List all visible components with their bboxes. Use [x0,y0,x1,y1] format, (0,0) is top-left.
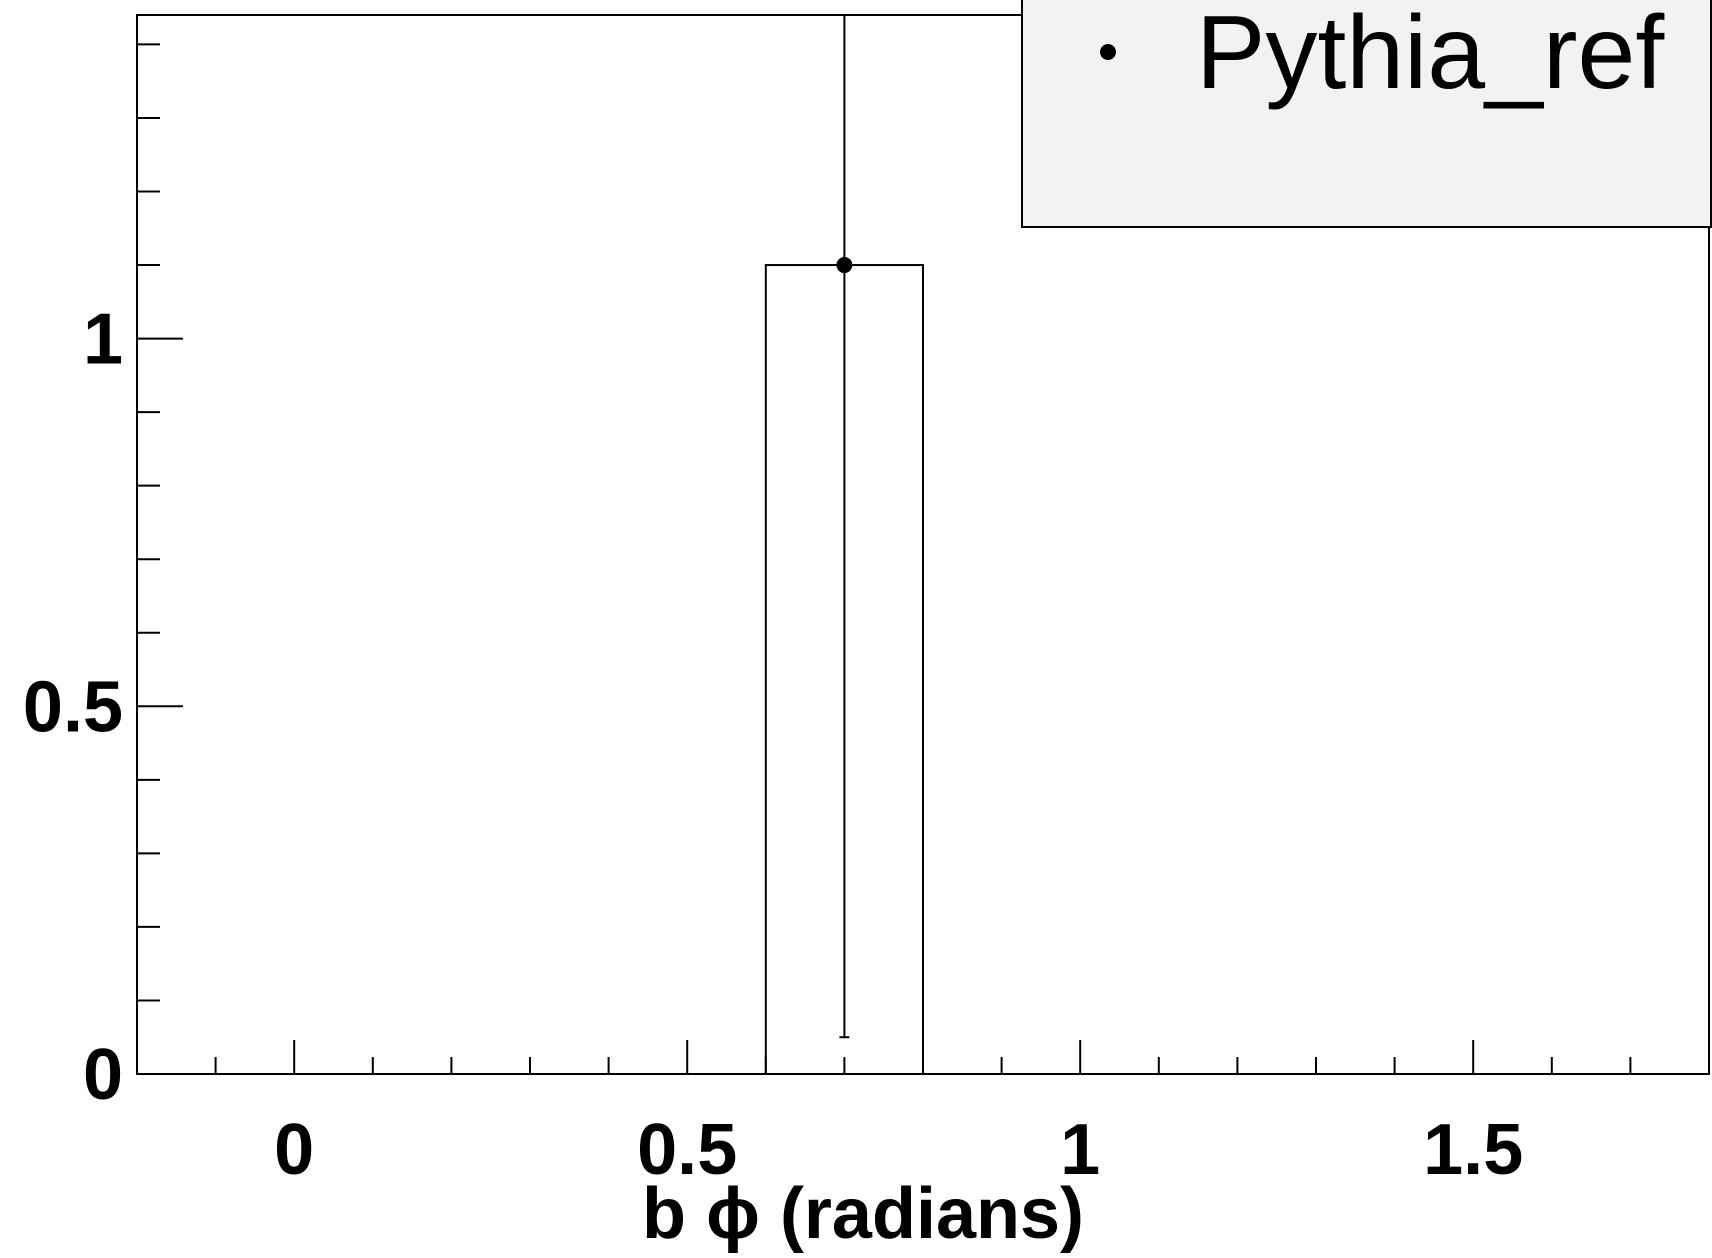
y-tick-label: 0 [83,1035,123,1115]
x-tick-label: 1 [1060,1110,1100,1190]
x-axis-title: b ϕ (radians) [642,1174,1084,1254]
legend-marker [1100,44,1116,60]
data-point [836,257,853,274]
y-tick-label: 0.5 [23,667,123,747]
legend-label: Pythia_ref [1196,0,1665,111]
x-tick-label: 1.5 [1423,1110,1523,1190]
legend-box [1021,0,1712,228]
legend: Pythia_ref [1021,0,1712,228]
y-tick-label: 1 [83,300,123,380]
x-tick-label: 0 [274,1110,314,1190]
x-tick-label: 0.5 [637,1110,737,1190]
